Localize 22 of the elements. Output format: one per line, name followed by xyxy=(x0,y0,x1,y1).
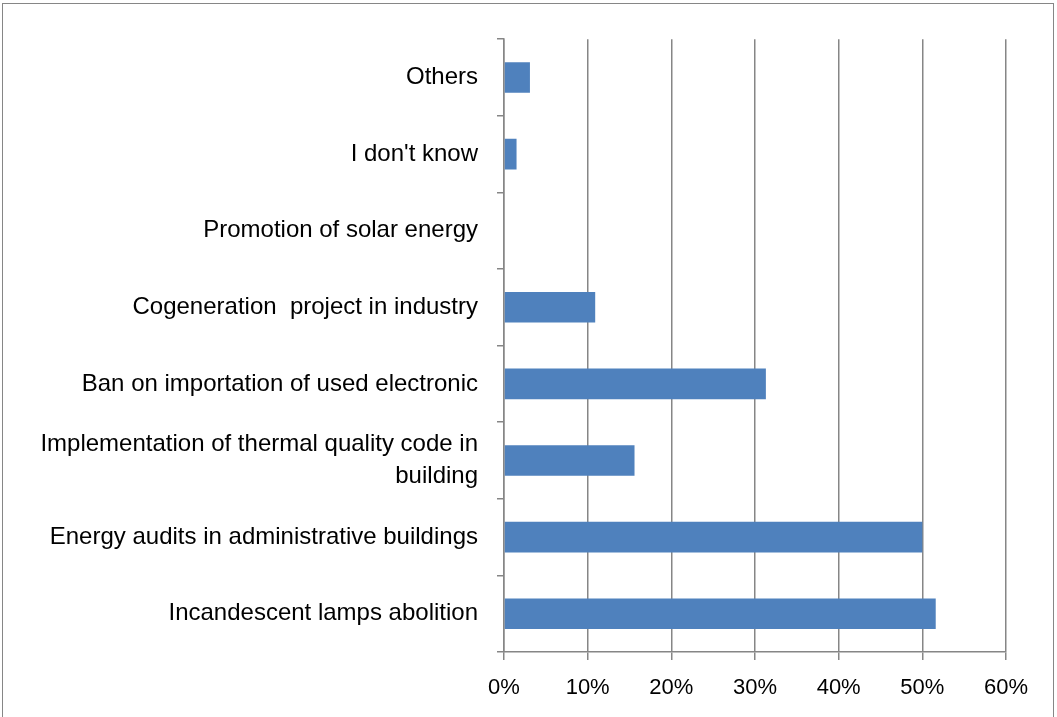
x-tick-label: 50% xyxy=(900,674,945,700)
bar xyxy=(504,62,530,93)
y-tick-label: I don't know xyxy=(350,138,479,166)
bar xyxy=(504,138,517,170)
x-tick-label: 60% xyxy=(983,674,1029,700)
bar xyxy=(504,445,635,476)
y-tick-label: Promotion of solar energy xyxy=(203,215,478,243)
y-tick-label: Others xyxy=(405,62,478,90)
x-tick-label: 30% xyxy=(732,674,778,700)
x-tick-label: 20% xyxy=(649,674,694,700)
x-tick-label: 40% xyxy=(816,674,861,700)
y-tick-label: Ban on importation of used electronic xyxy=(81,368,478,396)
x-tick-label: 0% xyxy=(488,674,520,700)
bar xyxy=(504,291,596,323)
bar xyxy=(504,368,766,400)
y-tick-label: Implementation of thermal quality code in building xyxy=(40,428,478,489)
bar xyxy=(504,598,936,630)
bar xyxy=(504,521,923,553)
y-tick-label: Cogeneration project in industry xyxy=(132,291,478,319)
x-tick-label: 10% xyxy=(565,674,610,700)
y-tick-label: Incandescent lamps abolition xyxy=(168,598,478,626)
y-tick-label: Energy audits in administrative buildings xyxy=(49,521,478,549)
